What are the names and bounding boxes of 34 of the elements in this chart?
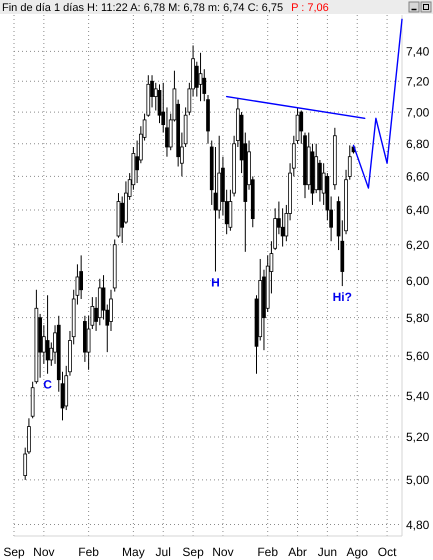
y-tick-label: 4,80 bbox=[406, 518, 430, 532]
line-series bbox=[352, 18, 403, 189]
x-tick-label: Feb bbox=[257, 545, 278, 559]
chart-title: Fin de día 1 días H: 11:22 A: 6,78 M: 6,78 m: 6,74 C: 6,75 bbox=[2, 2, 284, 14]
x-tick-label: Abr bbox=[288, 545, 307, 559]
x-tick-label: Sep bbox=[3, 545, 25, 559]
x-tick-label: Feb bbox=[78, 545, 100, 559]
annotation: C bbox=[43, 378, 52, 392]
y-tick-label: 6,20 bbox=[406, 238, 430, 252]
x-tick-label: Nov bbox=[33, 545, 55, 559]
y-tick-label: 6,40 bbox=[406, 203, 430, 218]
candlestick bbox=[198, 52, 202, 102]
x-tick-label: May bbox=[122, 545, 145, 559]
y-tick-label: 7,20 bbox=[406, 74, 430, 88]
x-tick-label: Nov bbox=[212, 545, 234, 559]
y-tick-label: 6,60 bbox=[406, 170, 430, 184]
x-tick-label: Jul bbox=[156, 545, 171, 559]
x-tick-label: Ago bbox=[346, 545, 368, 559]
chart-subtitle: P : 7,06 bbox=[291, 2, 329, 14]
annotation: Hi? bbox=[332, 290, 352, 304]
y-tick-label: 5,20 bbox=[406, 430, 430, 444]
x-tick-label: Sep bbox=[182, 545, 204, 559]
y-tick-label: 7,00 bbox=[406, 105, 430, 120]
y-tick-label: 6,00 bbox=[406, 274, 430, 288]
candlestick bbox=[46, 294, 50, 374]
annotation: H bbox=[211, 276, 220, 290]
y-tick-label: 5,00 bbox=[406, 473, 430, 488]
x-tick-label: Jun bbox=[318, 545, 338, 559]
y-tick-label: 5,60 bbox=[406, 349, 430, 364]
y-tick-label: 6,80 bbox=[406, 136, 430, 151]
y-tick-label: 5,40 bbox=[406, 388, 430, 403]
y-tick-label: 7,40 bbox=[406, 44, 430, 59]
x-tick-label: Oct bbox=[378, 545, 398, 559]
y-tick-label: 5,80 bbox=[406, 310, 430, 325]
